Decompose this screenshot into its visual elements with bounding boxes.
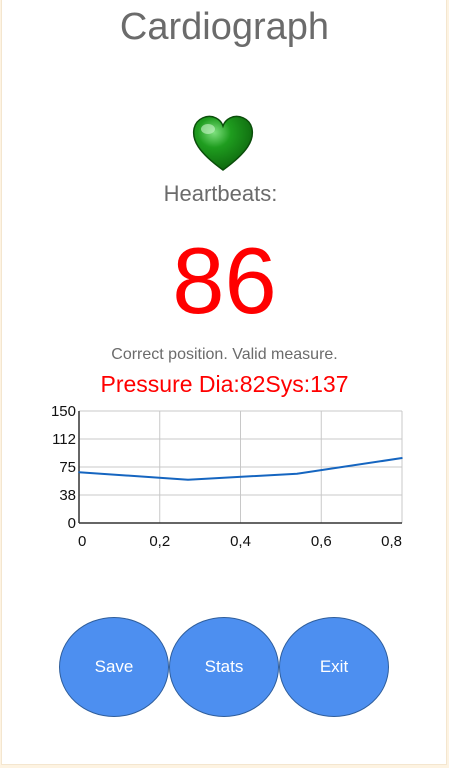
line-chart-svg: 150 112 75 38 00 0,2 0,4 0,6 0,8 xyxy=(51,403,403,550)
y-tick-label: 75 xyxy=(59,459,76,476)
x-tick-label: 0,8 xyxy=(381,533,402,550)
data-point xyxy=(401,457,403,459)
pressure-text: Pressure Dia:82Sys:137 xyxy=(100,371,349,397)
data-point xyxy=(187,478,189,481)
x-tick-label: 0,2 xyxy=(149,533,170,550)
data-point xyxy=(78,471,80,474)
y-tick-label: 38 xyxy=(59,487,76,504)
exit-button[interactable]: Exit xyxy=(279,617,389,717)
y-tick-label: 112 xyxy=(52,431,76,448)
heartbeats-label: Heartbeats: xyxy=(163,181,278,206)
series-line xyxy=(78,457,403,481)
x-tick-label: 0,6 xyxy=(311,533,332,550)
save-button[interactable]: Save xyxy=(59,617,169,717)
data-point xyxy=(296,472,298,475)
heart-icon xyxy=(190,112,256,174)
heartbeats-value: 86 xyxy=(172,228,277,333)
stats-button[interactable]: Stats xyxy=(169,617,279,717)
x-tick-label: 0,4 xyxy=(230,533,251,550)
x-tick-label: 0 xyxy=(78,533,86,550)
y-tick-label: 0 xyxy=(68,515,76,532)
status-text: Correct position. Valid measure. xyxy=(111,346,338,363)
y-tick-label: 150 xyxy=(51,403,76,420)
page-title: Cardiograph xyxy=(119,6,330,48)
line-chart: 150 112 75 38 0 0 0,2 0,4 0,6 0,8 xyxy=(40,400,410,560)
